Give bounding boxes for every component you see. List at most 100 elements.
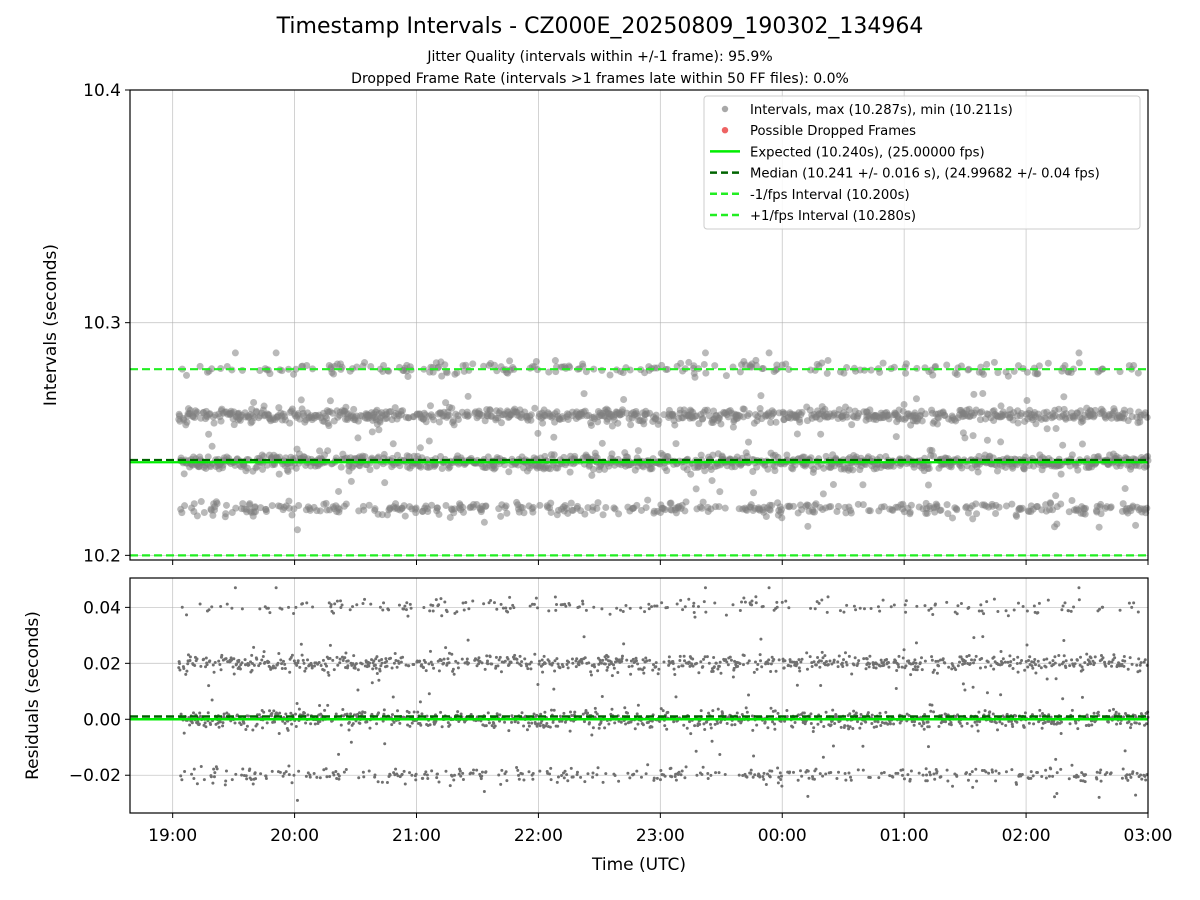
residual-point <box>279 658 283 662</box>
residual-point <box>268 611 272 615</box>
interval-point <box>335 487 343 495</box>
residual-point <box>925 773 929 777</box>
residual-point <box>380 658 384 662</box>
residual-point <box>981 635 985 639</box>
residual-point <box>333 602 337 606</box>
residual-point <box>375 671 379 675</box>
residual-point <box>626 711 630 715</box>
interval-point <box>717 420 725 428</box>
residual-point <box>251 728 255 732</box>
residual-point <box>714 661 718 665</box>
residual-point <box>800 774 804 778</box>
interval-point <box>531 404 539 412</box>
interval-point <box>294 410 302 418</box>
residual-point <box>943 661 947 665</box>
residual-point <box>591 775 595 779</box>
residual-point <box>213 661 217 665</box>
residual-point <box>894 686 898 690</box>
residual-point <box>1025 609 1029 613</box>
interval-point <box>545 368 553 376</box>
interval-point <box>770 409 778 417</box>
residual-point <box>547 609 551 613</box>
residual-point <box>1089 656 1093 660</box>
interval-point <box>465 366 473 374</box>
residual-point <box>617 779 621 783</box>
interval-point <box>230 421 238 429</box>
residual-point <box>326 671 330 675</box>
residual-point <box>575 770 579 774</box>
interval-point <box>400 502 408 510</box>
residual-point <box>362 775 366 779</box>
residual-point <box>221 724 225 728</box>
residual-point <box>509 661 513 665</box>
interval-point <box>347 477 355 485</box>
interval-point <box>879 359 887 367</box>
interval-point <box>520 509 528 517</box>
residual-point <box>1048 661 1052 665</box>
residual-point <box>718 660 722 664</box>
interval-point <box>389 440 397 448</box>
residual-point <box>405 601 409 605</box>
residual-point <box>588 721 591 725</box>
residual-point <box>613 721 617 725</box>
residual-point <box>439 597 443 601</box>
interval-point <box>701 467 709 475</box>
interval-point <box>502 502 510 510</box>
interval-point <box>422 418 430 426</box>
residual-point <box>642 671 646 675</box>
residual-point <box>349 712 353 716</box>
interval-point <box>1023 397 1031 405</box>
interval-point <box>819 490 827 498</box>
residual-point <box>642 666 646 670</box>
residual-point <box>363 711 367 715</box>
residual-point <box>750 599 754 603</box>
residual-point <box>849 775 853 779</box>
interval-point <box>953 370 961 378</box>
residual-point <box>486 711 490 715</box>
residual-point <box>1037 601 1041 605</box>
residual-point <box>508 606 512 610</box>
interval-point <box>672 440 680 448</box>
residual-point <box>997 771 1001 775</box>
residual-point <box>779 774 783 778</box>
interval-point <box>906 508 914 516</box>
residual-point <box>700 773 704 777</box>
interval-point <box>848 421 856 429</box>
residual-point <box>325 775 329 779</box>
residual-point <box>992 597 996 601</box>
interval-point <box>1143 504 1151 512</box>
residual-point <box>265 721 269 725</box>
residual-point <box>208 659 212 663</box>
residual-point <box>452 778 456 782</box>
interval-point <box>620 396 628 404</box>
residual-point <box>190 721 194 725</box>
interval-point <box>849 466 857 474</box>
interval-point <box>793 430 801 438</box>
residual-point <box>332 611 336 615</box>
residual-point <box>1075 658 1079 662</box>
residual-point <box>354 662 358 666</box>
residual-point <box>691 604 695 608</box>
residual-point <box>854 711 858 715</box>
residual-point <box>843 651 847 655</box>
residual-point <box>693 615 697 619</box>
residual-point <box>262 650 266 654</box>
residual-point <box>929 709 933 713</box>
residual-point <box>956 664 960 668</box>
interval-point <box>366 466 374 474</box>
residual-point <box>843 724 847 728</box>
residual-point <box>569 766 573 770</box>
residual-point <box>1063 601 1067 605</box>
residual-point <box>772 657 776 661</box>
residual-point <box>682 723 686 727</box>
residual-point <box>402 607 406 611</box>
residual-point <box>994 769 998 773</box>
interval-point <box>399 407 407 415</box>
residual-point <box>1054 677 1058 681</box>
residual-point <box>451 667 455 671</box>
residual-point <box>340 603 344 607</box>
residual-point <box>392 720 396 724</box>
interval-point <box>740 405 748 413</box>
interval-point <box>292 365 300 373</box>
residual-point <box>738 609 742 613</box>
